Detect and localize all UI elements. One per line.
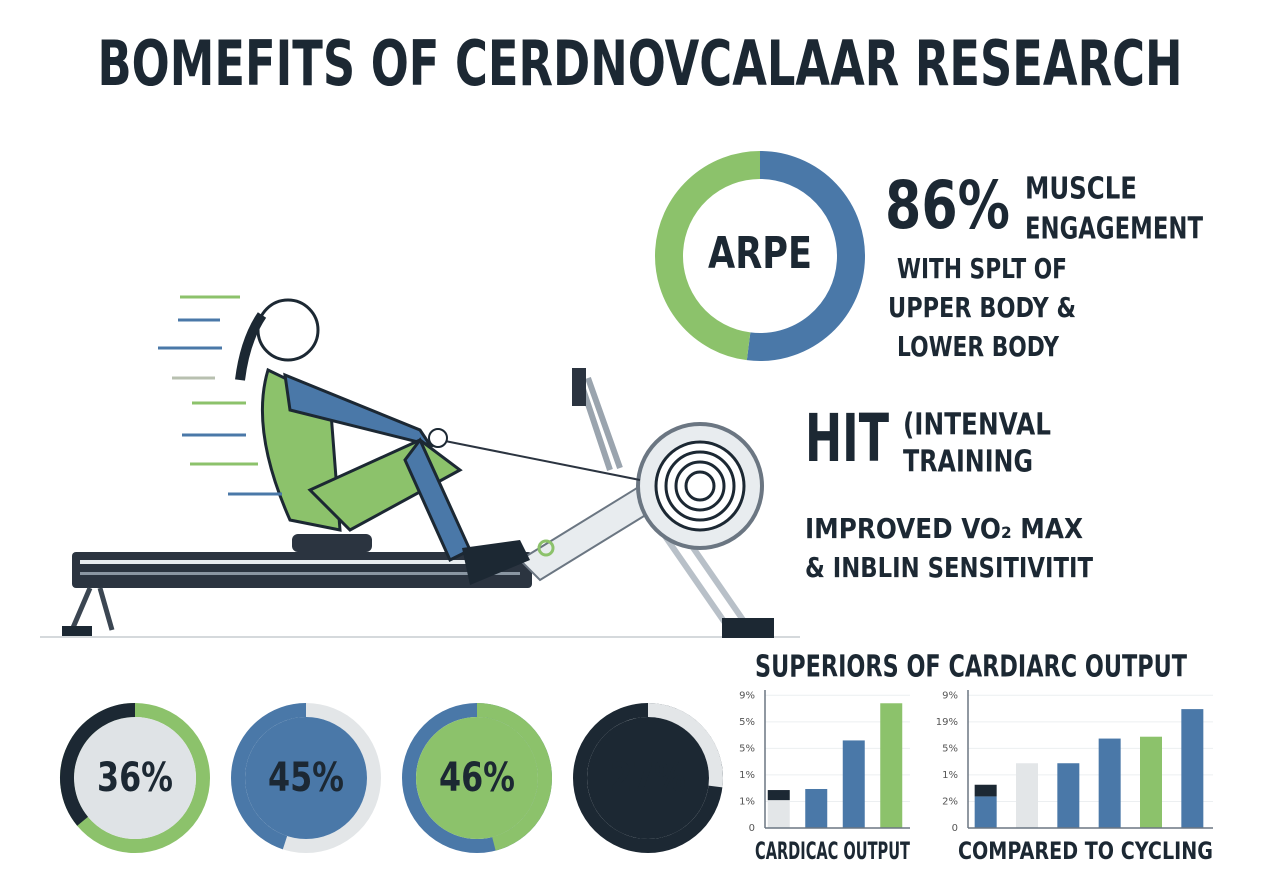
bar xyxy=(1016,763,1038,828)
stat-label: MUSCLE xyxy=(1025,172,1137,207)
bar xyxy=(1057,763,1080,828)
y-tick-label: 19% xyxy=(936,717,958,728)
gauge-arc xyxy=(647,703,723,788)
improved-text: & INBLIN SENSITIVITIT xyxy=(805,551,1093,584)
gauge-center xyxy=(416,717,538,839)
gauge-center xyxy=(74,717,196,839)
bar xyxy=(842,740,865,828)
y-tick-label: 5% xyxy=(942,743,958,754)
gauge-label: 46% xyxy=(439,755,515,801)
stat-label: ENGAGEMENT xyxy=(1025,212,1203,247)
y-tick-label: 0 xyxy=(749,823,755,834)
bar xyxy=(1098,738,1121,828)
bar xyxy=(1181,709,1204,828)
donut-segment xyxy=(746,151,865,361)
gauge-arc xyxy=(476,703,552,851)
y-tick-label: 5% xyxy=(739,717,755,728)
bar-stack xyxy=(974,784,997,797)
title: BOMEFITS OF CERDNOVCALAAR RESEARCH xyxy=(98,27,1183,100)
improved-text: IMPROVED VO₂ MAX xyxy=(805,512,1083,545)
y-tick-label: 1% xyxy=(942,770,958,781)
gauge-arc xyxy=(231,703,307,850)
hiit-detail: (INTENVAL xyxy=(903,408,1051,443)
y-tick-label: 0 xyxy=(952,823,958,834)
bar xyxy=(1140,736,1162,828)
gauge-label: 45% xyxy=(268,755,344,801)
y-tick-label: 2% xyxy=(942,796,958,807)
gauge-center xyxy=(587,717,709,839)
donut-segment xyxy=(655,151,761,361)
gauge-arc xyxy=(60,703,136,826)
y-tick-label: 9% xyxy=(942,690,958,701)
bar xyxy=(880,703,903,828)
bar xyxy=(805,788,828,828)
y-tick-label: 9% xyxy=(739,690,755,701)
gauge-label: 36% xyxy=(97,755,173,801)
stat-detail: WITH SPLT OF xyxy=(897,252,1067,285)
bar xyxy=(767,800,790,828)
y-tick-label: 1% xyxy=(739,770,755,781)
bar-chart-title: CARDICAC OUTPUT xyxy=(755,837,910,865)
bar-chart-title: COMPARED TO CYCLING xyxy=(958,837,1213,865)
stat-detail: UPPER BODY & xyxy=(888,291,1076,324)
stat-value: 86% xyxy=(885,167,1010,244)
rower-illustration xyxy=(40,295,800,638)
y-tick-label: 1% xyxy=(739,796,755,807)
bar-section-title: SUPERIORS OF CARDIARC OUTPUT xyxy=(755,650,1187,685)
gauge-label: 27% xyxy=(610,755,686,801)
donut-center-label: ARPE xyxy=(708,228,812,279)
bar xyxy=(974,796,997,828)
stat-detail: LOWER BODY xyxy=(897,330,1060,363)
y-tick-label: 5% xyxy=(739,743,755,754)
hiit-label: HIT xyxy=(805,400,889,477)
hiit-detail: TRAINING xyxy=(903,445,1033,480)
gauge-center xyxy=(245,717,367,839)
bar-stack xyxy=(767,790,790,801)
